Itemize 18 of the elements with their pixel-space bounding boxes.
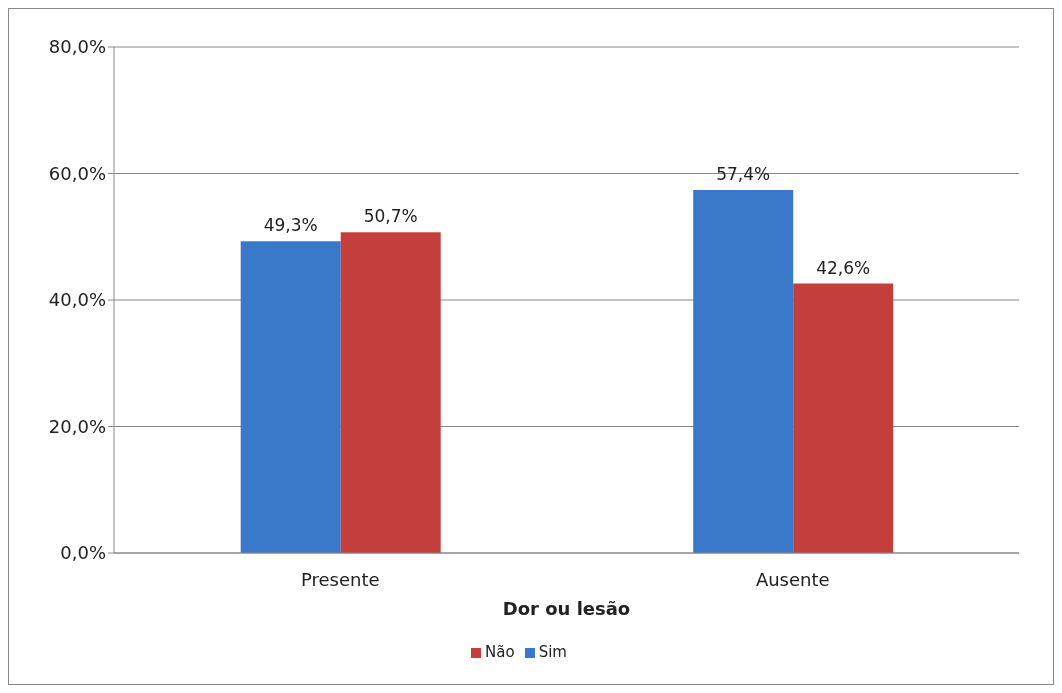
- y-tick-label: 0,0%: [60, 542, 106, 564]
- data-label: 49,3%: [263, 215, 318, 236]
- data-label: 57,4%: [716, 163, 771, 184]
- y-tick-label: 20,0%: [48, 415, 106, 437]
- data-label: 50,7%: [363, 206, 418, 227]
- y-tick-label: 40,0%: [48, 289, 106, 311]
- x-tick-label: Ausente: [755, 568, 830, 590]
- y-tick-label: 80,0%: [48, 36, 106, 58]
- x-tick-label: Presente: [300, 568, 380, 590]
- legend-label: Sim: [538, 643, 567, 661]
- bar: [340, 232, 441, 553]
- bar: [240, 241, 341, 553]
- y-tick-label: 60,0%: [48, 162, 106, 184]
- legend-label: Não: [485, 643, 515, 661]
- data-label: 42,6%: [816, 257, 871, 278]
- bar: [793, 283, 894, 553]
- x-axis-title: Dor ou lesão: [502, 598, 631, 619]
- bar: [693, 189, 794, 553]
